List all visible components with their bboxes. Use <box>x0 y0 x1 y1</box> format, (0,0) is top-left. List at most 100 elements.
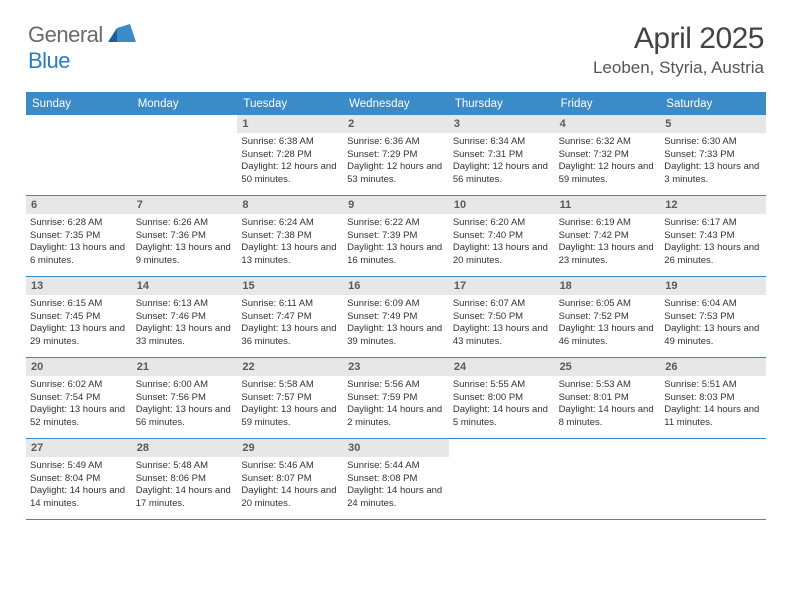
day-cell: 18 Sunrise: 6:05 AMSunset: 7:52 PMDayligh… <box>555 277 661 357</box>
daylight-text: Daylight: 14 hours and 17 minutes. <box>136 485 234 510</box>
sunset-text: Sunset: 7:57 PM <box>241 392 339 405</box>
day-number: 5 <box>660 115 766 133</box>
day-cell: 8Sunrise: 6:24 AMSunset: 7:38 PMDaylight… <box>237 196 343 276</box>
day-number: 11 <box>555 196 661 214</box>
sunrise-text: Sunrise: 6:32 AM <box>559 136 657 149</box>
day-cell: 24Sunrise: 5:55 AMSunset: 8:00 PMDayligh… <box>449 358 555 438</box>
day-number: 6 <box>26 196 132 214</box>
sunrise-text: Sunrise: 5:46 AM <box>241 460 339 473</box>
sunrise-text: Sunrise: 6:11 AM <box>241 298 339 311</box>
day-cell: 29Sunrise: 5:46 AMSunset: 8:07 PMDayligh… <box>237 439 343 519</box>
day-info: Sunrise: 6:26 AMSunset: 7:36 PMDaylight:… <box>136 217 234 267</box>
weekday-header: Monday <box>132 94 238 115</box>
daylight-text: Daylight: 13 hours and 56 minutes. <box>136 404 234 429</box>
sunset-text: Sunset: 7:31 PM <box>453 149 551 162</box>
logo-wave-icon <box>108 24 136 42</box>
day-cell: 10Sunrise: 6:20 AMSunset: 7:40 PMDayligh… <box>449 196 555 276</box>
day-cell: 21 Sunrise: 6:00 AMSunset: 7:56 PMDayligh… <box>132 358 238 438</box>
day-info: Sunrise: 5:44 AMSunset: 8:08 PMDaylight:… <box>347 460 445 510</box>
sunrise-text: Sunrise: 5:48 AM <box>136 460 234 473</box>
day-info: Sunrise: 6:05 AMSunset: 7:52 PMDaylight:… <box>559 298 657 348</box>
daylight-text: Daylight: 13 hours and 59 minutes. <box>241 404 339 429</box>
logo-part2: Blue <box>28 48 70 73</box>
day-info: Sunrise: 6:19 AMSunset: 7:42 PMDaylight:… <box>559 217 657 267</box>
day-number: 25 <box>555 358 661 376</box>
sunset-text: Sunset: 7:42 PM <box>559 230 657 243</box>
location: Leoben, Styria, Austria <box>593 58 764 78</box>
sunrise-text: Sunrise: 6:07 AM <box>453 298 551 311</box>
sunset-text: Sunset: 7:52 PM <box>559 311 657 324</box>
week-row: 6Sunrise: 6:28 AMSunset: 7:35 PMDaylight… <box>26 196 766 277</box>
sunrise-text: Sunrise: 6:04 AM <box>664 298 762 311</box>
week-row: 20Sunrise: 6:02 AMSunset: 7:54 PMDayligh… <box>26 358 766 439</box>
weekday-header: Thursday <box>449 94 555 115</box>
day-cell <box>132 115 238 195</box>
daylight-text: Daylight: 14 hours and 24 minutes. <box>347 485 445 510</box>
day-info: Sunrise: 6:36 AMSunset: 7:29 PMDaylight:… <box>347 136 445 186</box>
daylight-text: Daylight: 14 hours and 11 minutes. <box>664 404 762 429</box>
sunset-text: Sunset: 7:36 PM <box>136 230 234 243</box>
daylight-text: Daylight: 13 hours and 49 minutes. <box>664 323 762 348</box>
sunset-text: Sunset: 8:06 PM <box>136 473 234 486</box>
sunset-text: Sunset: 8:00 PM <box>453 392 551 405</box>
day-cell <box>555 439 661 519</box>
day-cell: 15 Sunrise: 6:11 AMSunset: 7:47 PMDayligh… <box>237 277 343 357</box>
sunset-text: Sunset: 7:32 PM <box>559 149 657 162</box>
daylight-text: Daylight: 13 hours and 26 minutes. <box>664 242 762 267</box>
calendar: Sunday Monday Tuesday Wednesday Thursday… <box>26 92 766 520</box>
sunrise-text: Sunrise: 5:58 AM <box>241 379 339 392</box>
day-info: Sunrise: 6:15 AMSunset: 7:45 PMDaylight:… <box>30 298 128 348</box>
day-info: Sunrise: 6:09 AMSunset: 7:49 PMDaylight:… <box>347 298 445 348</box>
day-cell: 1 Sunrise: 6:38 AMSunset: 7:28 PMDaylight… <box>237 115 343 195</box>
day-cell: 11 Sunrise: 6:19 AMSunset: 7:42 PMDayligh… <box>555 196 661 276</box>
sunrise-text: Sunrise: 6:26 AM <box>136 217 234 230</box>
sunrise-text: Sunrise: 5:44 AM <box>347 460 445 473</box>
sunset-text: Sunset: 7:56 PM <box>136 392 234 405</box>
day-info: Sunrise: 6:32 AMSunset: 7:32 PMDaylight:… <box>559 136 657 186</box>
day-number: 28 <box>132 439 238 457</box>
day-number: 24 <box>449 358 555 376</box>
sunrise-text: Sunrise: 6:13 AM <box>136 298 234 311</box>
daylight-text: Daylight: 12 hours and 56 minutes. <box>453 161 551 186</box>
day-number: 1 <box>237 115 343 133</box>
page-header: General Blue April 2025 Leoben, Styria, … <box>0 0 792 86</box>
day-info: Sunrise: 6:04 AMSunset: 7:53 PMDaylight:… <box>664 298 762 348</box>
day-cell: 19Sunrise: 6:04 AMSunset: 7:53 PMDayligh… <box>660 277 766 357</box>
daylight-text: Daylight: 14 hours and 14 minutes. <box>30 485 128 510</box>
day-info: Sunrise: 6:11 AMSunset: 7:47 PMDaylight:… <box>241 298 339 348</box>
weekday-header-row: Sunday Monday Tuesday Wednesday Thursday… <box>26 94 766 115</box>
day-number: 21 <box>132 358 238 376</box>
sunrise-text: Sunrise: 5:49 AM <box>30 460 128 473</box>
sunrise-text: Sunrise: 6:00 AM <box>136 379 234 392</box>
logo-text: General Blue <box>28 22 136 74</box>
day-number: 4 <box>555 115 661 133</box>
sunrise-text: Sunrise: 6:22 AM <box>347 217 445 230</box>
day-cell: 25Sunrise: 5:53 AMSunset: 8:01 PMDayligh… <box>555 358 661 438</box>
day-number: 23 <box>343 358 449 376</box>
sunset-text: Sunset: 7:54 PM <box>30 392 128 405</box>
day-info: Sunrise: 6:17 AMSunset: 7:43 PMDaylight:… <box>664 217 762 267</box>
day-cell: 22Sunrise: 5:58 AMSunset: 7:57 PMDayligh… <box>237 358 343 438</box>
day-info: Sunrise: 6:00 AMSunset: 7:56 PMDaylight:… <box>136 379 234 429</box>
day-cell: 16Sunrise: 6:09 AMSunset: 7:49 PMDayligh… <box>343 277 449 357</box>
daylight-text: Daylight: 14 hours and 2 minutes. <box>347 404 445 429</box>
day-number: 14 <box>132 277 238 295</box>
daylight-text: Daylight: 12 hours and 53 minutes. <box>347 161 445 186</box>
day-info: Sunrise: 6:38 AMSunset: 7:28 PMDaylight:… <box>241 136 339 186</box>
sunrise-text: Sunrise: 6:02 AM <box>30 379 128 392</box>
day-number: 18 <box>555 277 661 295</box>
day-number: 2 <box>343 115 449 133</box>
logo: General Blue <box>28 22 136 74</box>
daylight-text: Daylight: 14 hours and 20 minutes. <box>241 485 339 510</box>
sunset-text: Sunset: 8:07 PM <box>241 473 339 486</box>
daylight-text: Daylight: 13 hours and 46 minutes. <box>559 323 657 348</box>
day-info: Sunrise: 6:13 AMSunset: 7:46 PMDaylight:… <box>136 298 234 348</box>
day-cell: 3Sunrise: 6:34 AMSunset: 7:31 PMDaylight… <box>449 115 555 195</box>
week-row: 13Sunrise: 6:15 AMSunset: 7:45 PMDayligh… <box>26 277 766 358</box>
day-cell: 12Sunrise: 6:17 AMSunset: 7:43 PMDayligh… <box>660 196 766 276</box>
sunset-text: Sunset: 7:45 PM <box>30 311 128 324</box>
sunset-text: Sunset: 7:46 PM <box>136 311 234 324</box>
sunrise-text: Sunrise: 6:09 AM <box>347 298 445 311</box>
day-number: 15 <box>237 277 343 295</box>
daylight-text: Daylight: 12 hours and 50 minutes. <box>241 161 339 186</box>
